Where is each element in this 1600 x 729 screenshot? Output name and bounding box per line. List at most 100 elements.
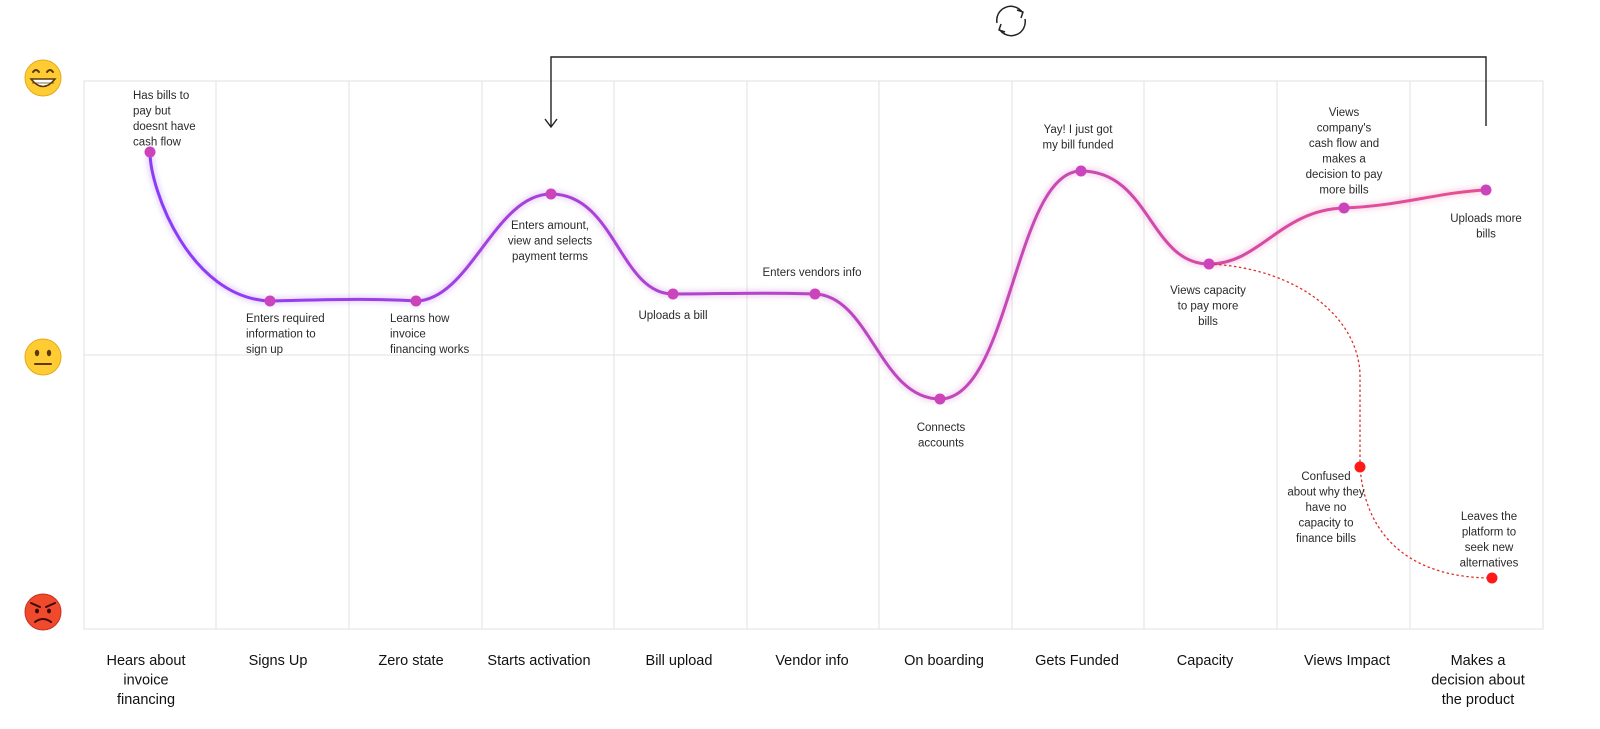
journey-point bbox=[410, 295, 422, 307]
point-label-line: Leaves the bbox=[1461, 511, 1517, 523]
point-label-line: Has bills to bbox=[133, 90, 189, 102]
journey-point bbox=[1338, 202, 1350, 214]
point-label: Views company's cash flow and makes a decisi… bbox=[1306, 107, 1383, 197]
point-label-line: payment terms bbox=[512, 251, 588, 263]
point-label-line: view and selects bbox=[508, 236, 593, 248]
journey-point bbox=[1480, 184, 1492, 196]
point-label-line: information to bbox=[246, 329, 316, 341]
journey-point bbox=[667, 288, 679, 300]
point-label-line: financing works bbox=[390, 344, 470, 356]
neutral-face-icon bbox=[24, 338, 62, 376]
point-label-line: cash flow and bbox=[1309, 138, 1379, 150]
stage-label-line: Makes a bbox=[1451, 653, 1507, 669]
stage-label: Vendor info bbox=[775, 653, 848, 669]
stage-label-line: On boarding bbox=[904, 653, 984, 669]
stage-label: Makes a decision about the product bbox=[1431, 653, 1525, 708]
point-label: Views capacity to pay more bills bbox=[1170, 285, 1246, 328]
drop-off-point bbox=[1486, 572, 1498, 584]
point-label: Uploads more bills bbox=[1450, 213, 1522, 241]
point-label-line: to pay more bbox=[1178, 301, 1239, 313]
point-label-line: capacity to bbox=[1299, 518, 1354, 530]
drop-off-point bbox=[1354, 461, 1366, 473]
point-label-line: makes a bbox=[1322, 154, 1366, 166]
stage-label-line: invoice bbox=[123, 673, 168, 689]
stage-label-line: Bill upload bbox=[646, 653, 713, 669]
point-label-line: doesnt have bbox=[133, 121, 196, 133]
stage-label: Starts activation bbox=[487, 653, 590, 669]
point-label-line: about why they bbox=[1287, 487, 1365, 499]
happy-face-icon bbox=[24, 59, 62, 97]
point-label-line: Enters vendors info bbox=[762, 267, 861, 279]
stage-label-line: financing bbox=[117, 692, 175, 708]
point-label-line: Yay! I just got bbox=[1044, 124, 1114, 136]
journey-point bbox=[264, 295, 276, 307]
stage-label-line: Hears about bbox=[107, 653, 186, 669]
stage-label: Views Impact bbox=[1304, 653, 1390, 669]
point-label-line: pay but bbox=[133, 106, 172, 118]
point-label-line: more bills bbox=[1319, 185, 1368, 197]
point-label-line: bills bbox=[1476, 229, 1496, 241]
point-label-line: my bill funded bbox=[1043, 140, 1114, 152]
stage-label-line: Capacity bbox=[1177, 653, 1234, 669]
point-label: Connects accounts bbox=[917, 422, 966, 450]
point-label-line: Learns how bbox=[390, 313, 450, 325]
point-label-line: Enters required bbox=[246, 313, 325, 325]
point-label-line: Enters amount, bbox=[511, 220, 589, 232]
point-label-line: finance bills bbox=[1296, 533, 1356, 545]
journey-point bbox=[144, 146, 156, 158]
point-label-line: decision to pay bbox=[1306, 169, 1383, 181]
point-label-line: platform to bbox=[1462, 527, 1516, 539]
point-label: Enters required information to sign up bbox=[246, 313, 325, 356]
point-label-line: seek new bbox=[1465, 542, 1514, 554]
point-label: Learns how invoice financing works bbox=[390, 313, 470, 356]
point-label: Enters amount, view and selects payment te… bbox=[508, 220, 593, 263]
point-label-line: Views capacity bbox=[1170, 285, 1246, 297]
point-label: Enters vendors info bbox=[762, 267, 861, 279]
point-label-line: Connects bbox=[917, 422, 966, 434]
point-label-line: invoice bbox=[390, 329, 426, 341]
stage-label: Gets Funded bbox=[1035, 653, 1119, 669]
point-label-line: company's bbox=[1317, 123, 1372, 135]
stage-label: Bill upload bbox=[646, 653, 713, 669]
point-label: Has bills to pay but doesnt have cash flow bbox=[133, 90, 196, 149]
journey-curve bbox=[148, 150, 1488, 401]
stage-label-line: Gets Funded bbox=[1035, 653, 1119, 669]
stage-label-line: decision about bbox=[1431, 673, 1525, 689]
journey-point bbox=[545, 188, 557, 200]
loop-arrowhead-icon bbox=[544, 118, 558, 129]
point-label-line: alternatives bbox=[1460, 558, 1519, 570]
journey-point bbox=[1203, 258, 1215, 270]
stage-label-line: the product bbox=[1442, 692, 1515, 708]
point-label-line: Confused bbox=[1301, 471, 1350, 483]
point-label: Uploads a bill bbox=[638, 310, 707, 322]
stage-label-line: Zero state bbox=[378, 653, 443, 669]
stage-label-line: Starts activation bbox=[487, 653, 590, 669]
stage-label: Hears about invoice financing bbox=[107, 653, 186, 708]
point-label-line: sign up bbox=[246, 344, 283, 356]
stage-label: Signs Up bbox=[249, 653, 308, 669]
angry-face-icon bbox=[24, 593, 62, 631]
point-label-line: have no bbox=[1306, 502, 1347, 514]
point-label-line: Uploads more bbox=[1450, 213, 1522, 225]
stage-label: Zero state bbox=[378, 653, 443, 669]
journey-point bbox=[934, 393, 946, 405]
drop-off-path bbox=[1208, 263, 1493, 579]
point-label: Yay! I just got my bill funded bbox=[1043, 124, 1114, 152]
loop-back-arrow bbox=[550, 56, 1487, 126]
stage-label-line: Views Impact bbox=[1304, 653, 1390, 669]
point-label-line: cash flow bbox=[133, 137, 182, 149]
point-label: Leaves the platform to seek new alternative… bbox=[1460, 511, 1519, 570]
point-label-line: Views bbox=[1329, 107, 1360, 119]
stage-label: On boarding bbox=[904, 653, 984, 669]
journey-point bbox=[1075, 165, 1087, 177]
stage-label: Capacity bbox=[1177, 653, 1234, 669]
journey-point bbox=[809, 288, 821, 300]
point-label-line: Uploads a bill bbox=[638, 310, 707, 322]
refresh-cycle-icon bbox=[995, 5, 1027, 37]
stage-label-line: Vendor info bbox=[775, 653, 848, 669]
point-label: Confused about why they have no capacity to… bbox=[1287, 471, 1365, 545]
point-label-line: bills bbox=[1198, 316, 1218, 328]
stage-label-line: Signs Up bbox=[249, 653, 308, 669]
point-label-line: accounts bbox=[918, 438, 964, 450]
